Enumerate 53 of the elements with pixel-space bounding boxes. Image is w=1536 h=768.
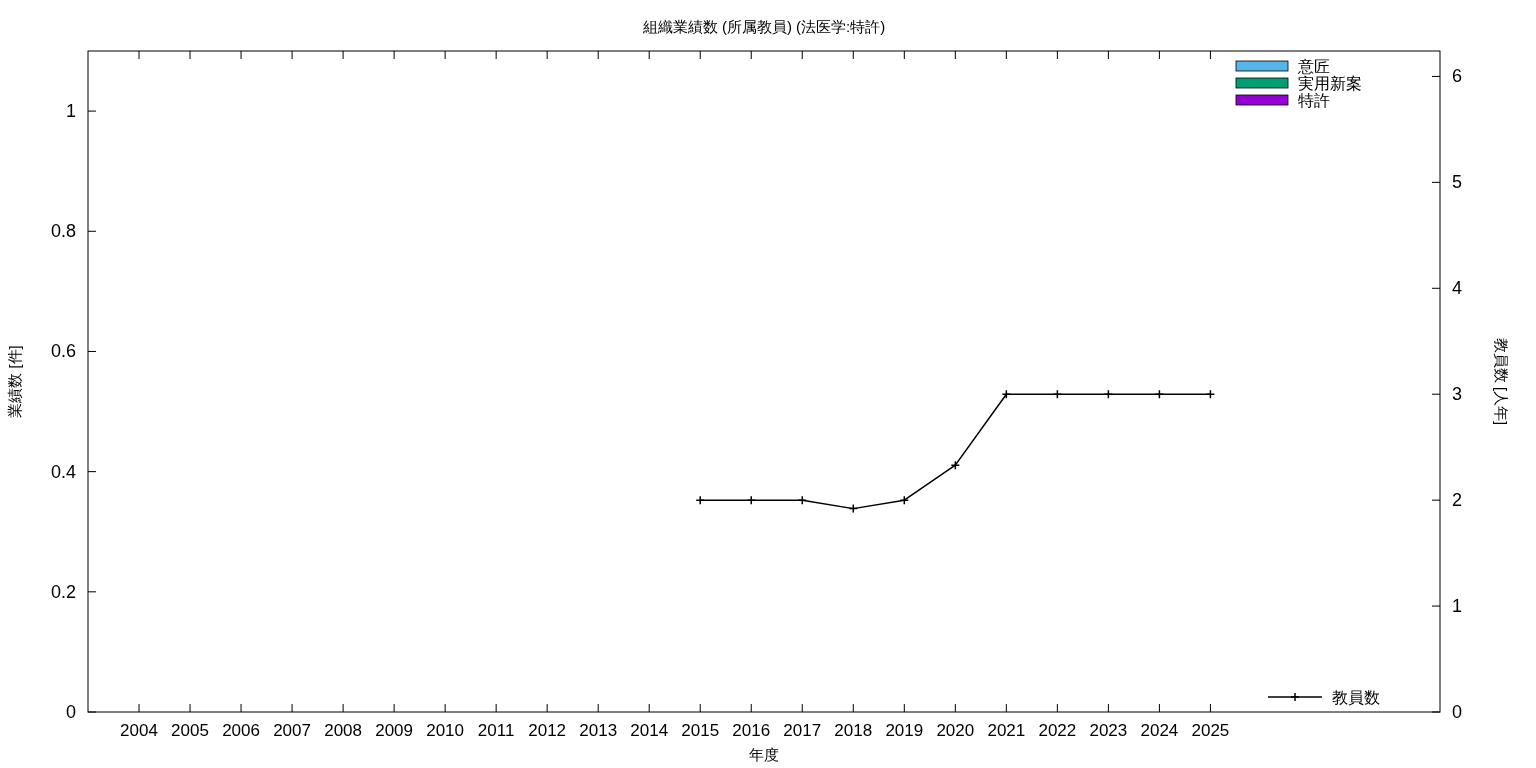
y-tick-label: 0.4 [50,461,76,482]
x-tick-label: 2021 [987,721,1026,740]
x-tick-label: 2020 [936,721,975,740]
point [1103,389,1114,399]
point [899,495,910,505]
point [1154,389,1165,399]
x-tick-label: 2015 [681,721,720,740]
point [797,495,808,505]
y2-tick-label: 5 [1452,172,1463,193]
y-tick-label: 0.2 [50,581,76,602]
y2-tick-label: 4 [1452,278,1463,299]
chart-title: 組織業績数 (所属教員) (法医学:特許) [641,18,886,35]
point [746,495,756,505]
x-tick-label: 2013 [579,721,618,740]
y-tick-label: 0 [65,702,76,722]
x-tick-label: 2009 [375,721,414,740]
x-tick-label: 2004 [120,721,158,740]
x-tick-label: 2022 [1038,721,1077,740]
y2-tick-label: 0 [1452,702,1463,722]
x-tick-label: 2018 [834,721,873,740]
y-tick-label: 0.6 [50,341,76,362]
legend-label: 意匠 [1297,58,1330,75]
point [1205,389,1216,399]
y2-tick-label: 2 [1452,490,1463,511]
x-tick-label: 2011 [477,721,515,740]
x-tick-label: 2012 [528,721,567,740]
x-tick-label: 2008 [324,721,363,740]
legend-label: 特許 [1298,92,1330,109]
x-tick-label: 2010 [426,721,465,740]
y2-tick-label: 3 [1452,384,1463,405]
y2-tick-label: 6 [1452,66,1463,87]
x-tick-label: 2014 [630,721,669,740]
y-tick-label: 0.8 [50,221,76,242]
x-tick-label: 2024 [1140,721,1179,740]
point [1001,389,1012,399]
x-tick-label: 2005 [171,721,209,740]
legend-label: 実用新案 [1298,75,1362,92]
y-axis-title: 業績数 [件] [6,345,23,418]
x-tick-label: 2025 [1191,721,1230,740]
x-tick-label: 2007 [273,721,311,740]
x-tick-label: 2016 [732,721,771,740]
x-axis-title: 年度 [749,746,779,763]
legend-label: 教員数 [1332,689,1380,706]
y-tick-label: 1 [65,101,76,122]
y2-axis-title: 教員数 [人年] [1493,337,1510,426]
point [695,495,705,505]
x-tick-label: 2006 [222,721,260,740]
x-tick-label: 2023 [1089,721,1128,740]
point [1052,389,1063,399]
y2-tick-label: 1 [1452,596,1463,617]
point [950,460,961,470]
x-tick-label: 2017 [783,721,822,740]
x-tick-label: 2019 [885,721,924,740]
